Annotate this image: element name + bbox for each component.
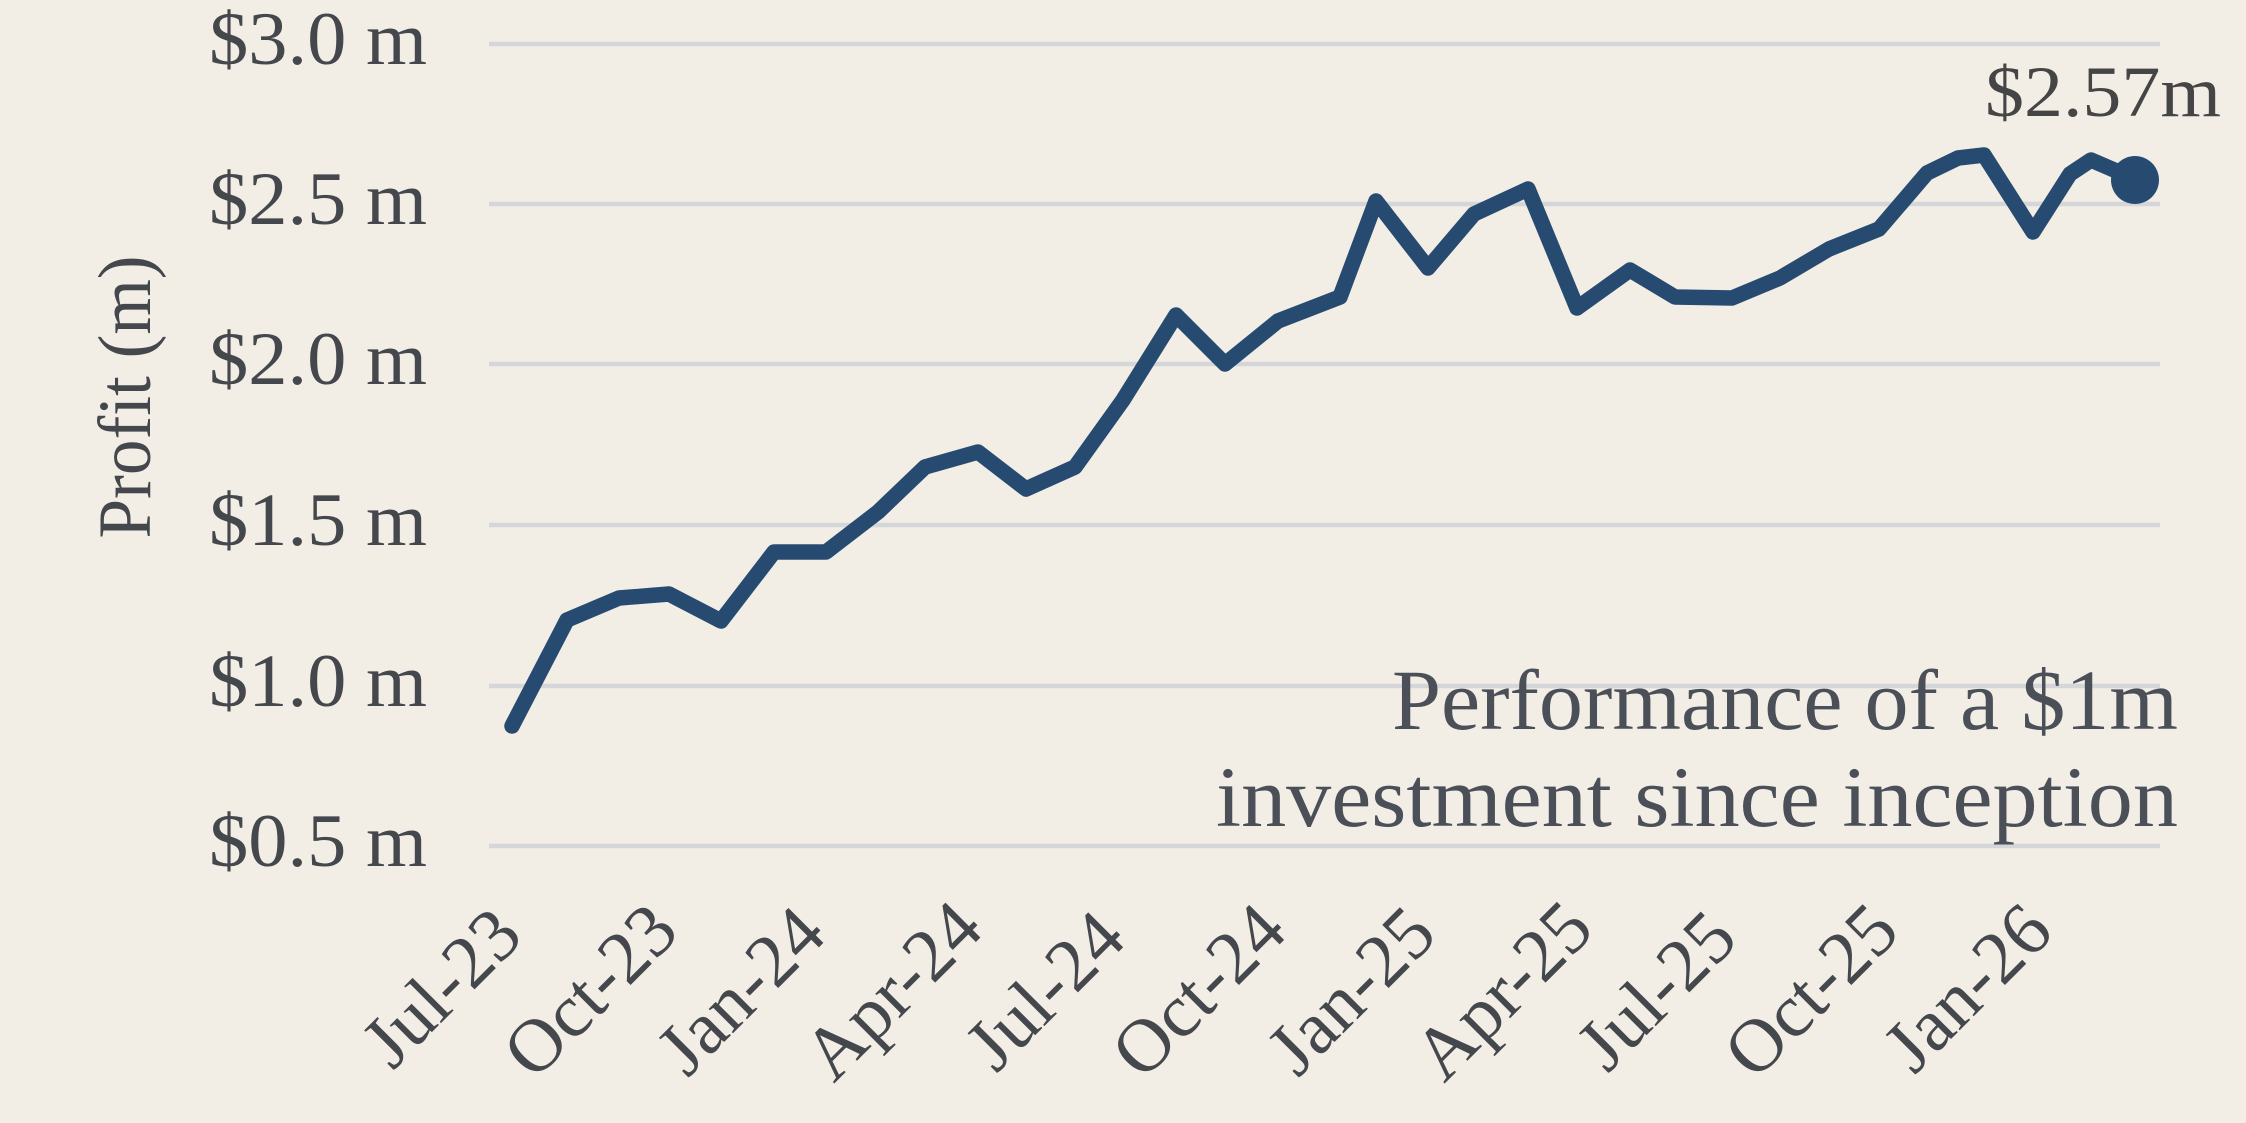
svg-text:$1.5 m: $1.5 m: [209, 479, 427, 562]
svg-text:Profit (m): Profit (m): [84, 256, 167, 539]
svg-text:$1.0 m: $1.0 m: [209, 640, 427, 723]
svg-text:investment since inception: investment since inception: [1216, 749, 2178, 845]
svg-text:$2.0 m: $2.0 m: [209, 318, 427, 401]
svg-text:$0.5 m: $0.5 m: [209, 800, 427, 883]
svg-text:$3.0 m: $3.0 m: [209, 0, 427, 81]
svg-text:$2.57m: $2.57m: [1985, 52, 2221, 132]
svg-text:Performance of a $1m: Performance of a $1m: [1392, 652, 2178, 748]
svg-text:$2.5 m: $2.5 m: [209, 158, 427, 241]
